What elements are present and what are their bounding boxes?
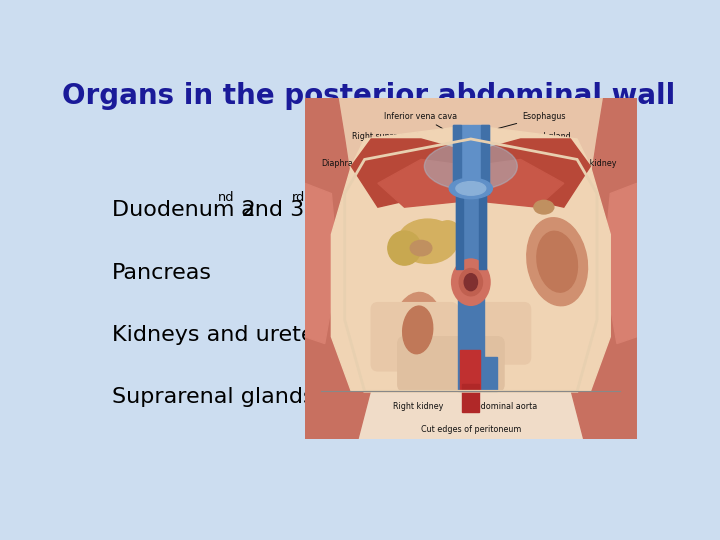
Text: rd: rd (292, 191, 305, 204)
Text: Organs in the posterior abdominal wall: Organs in the posterior abdominal wall (63, 82, 675, 110)
Text: Duodenum 2: Duodenum 2 (112, 200, 256, 220)
Text: Pancreas: Pancreas (112, 262, 212, 283)
Text: and 3: and 3 (234, 200, 305, 220)
Text: parts: parts (307, 200, 371, 220)
Text: Kidneys and ureters: Kidneys and ureters (112, 325, 336, 345)
Text: Suprarenal glands: Suprarenal glands (112, 387, 315, 408)
Text: nd: nd (218, 191, 235, 204)
